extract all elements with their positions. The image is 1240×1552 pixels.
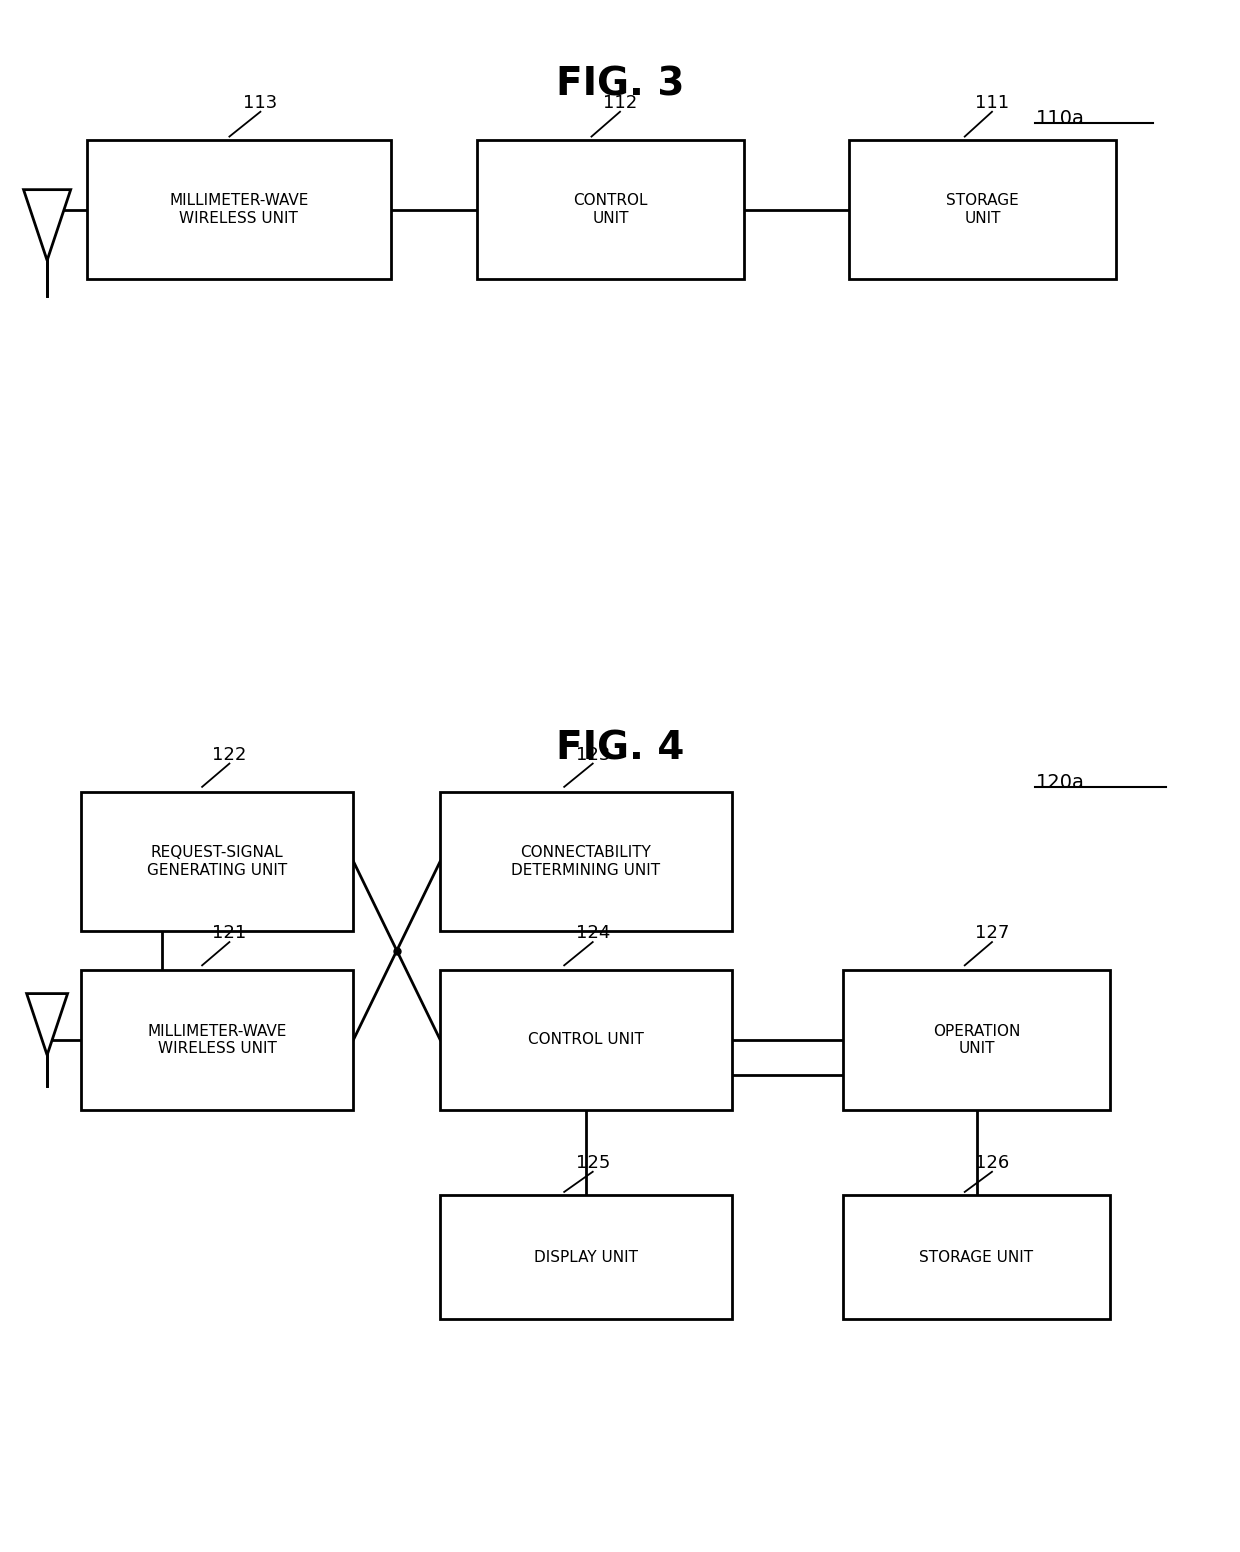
Polygon shape bbox=[27, 993, 67, 1055]
FancyBboxPatch shape bbox=[477, 140, 744, 279]
Text: 124: 124 bbox=[575, 923, 610, 942]
FancyBboxPatch shape bbox=[440, 970, 732, 1110]
Text: CONTROL
UNIT: CONTROL UNIT bbox=[573, 194, 649, 225]
Text: 113: 113 bbox=[243, 93, 278, 112]
FancyBboxPatch shape bbox=[843, 1195, 1110, 1319]
Text: 125: 125 bbox=[575, 1153, 610, 1172]
Text: 127: 127 bbox=[975, 923, 1009, 942]
FancyBboxPatch shape bbox=[87, 140, 391, 279]
Polygon shape bbox=[24, 189, 71, 261]
Text: FIG. 3: FIG. 3 bbox=[556, 65, 684, 102]
Text: CONTROL UNIT: CONTROL UNIT bbox=[528, 1032, 644, 1048]
Text: CONNECTABILITY
DETERMINING UNIT: CONNECTABILITY DETERMINING UNIT bbox=[511, 846, 661, 877]
Text: 120a: 120a bbox=[1035, 773, 1084, 792]
Text: 121: 121 bbox=[212, 923, 247, 942]
Text: 122: 122 bbox=[212, 745, 247, 764]
Text: 123: 123 bbox=[575, 745, 610, 764]
FancyBboxPatch shape bbox=[440, 1195, 732, 1319]
FancyBboxPatch shape bbox=[81, 792, 353, 931]
Text: 126: 126 bbox=[975, 1153, 1009, 1172]
Text: OPERATION
UNIT: OPERATION UNIT bbox=[932, 1024, 1021, 1055]
Text: FIG. 4: FIG. 4 bbox=[556, 729, 684, 767]
Text: STORAGE
UNIT: STORAGE UNIT bbox=[946, 194, 1019, 225]
FancyBboxPatch shape bbox=[849, 140, 1116, 279]
Text: REQUEST-SIGNAL
GENERATING UNIT: REQUEST-SIGNAL GENERATING UNIT bbox=[146, 846, 288, 877]
FancyBboxPatch shape bbox=[843, 970, 1110, 1110]
FancyBboxPatch shape bbox=[81, 970, 353, 1110]
Text: 110a: 110a bbox=[1035, 109, 1084, 127]
Text: STORAGE UNIT: STORAGE UNIT bbox=[919, 1249, 1034, 1265]
Text: 111: 111 bbox=[975, 93, 1009, 112]
Text: MILLIMETER-WAVE
WIRELESS UNIT: MILLIMETER-WAVE WIRELESS UNIT bbox=[148, 1024, 286, 1055]
Text: MILLIMETER-WAVE
WIRELESS UNIT: MILLIMETER-WAVE WIRELESS UNIT bbox=[169, 194, 309, 225]
Text: 112: 112 bbox=[603, 93, 637, 112]
Text: DISPLAY UNIT: DISPLAY UNIT bbox=[534, 1249, 637, 1265]
FancyBboxPatch shape bbox=[440, 792, 732, 931]
